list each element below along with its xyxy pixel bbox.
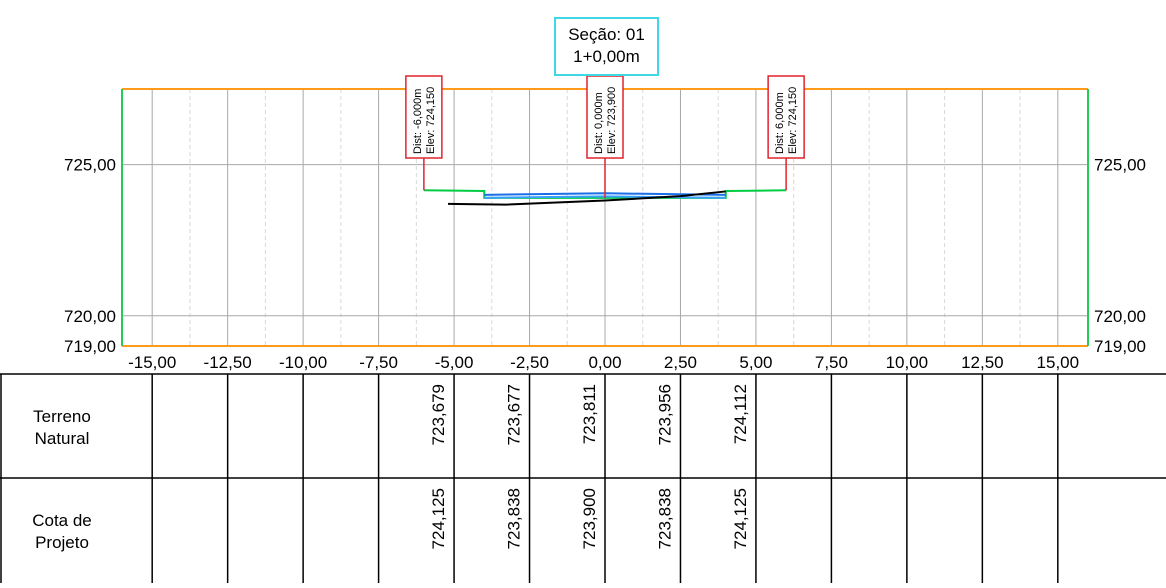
marker-box (767, 75, 805, 159)
table-value: 723,838 (505, 488, 524, 549)
y-tick-label-right: 725,00 (1094, 156, 1146, 175)
section-label: Seção: 01 (568, 25, 645, 44)
table-value: 724,112 (731, 384, 750, 444)
table-value: 724,125 (429, 488, 448, 549)
table-value: 723,900 (580, 488, 599, 549)
table-row-label: Natural (35, 429, 90, 448)
marker-dist-label: Dist: -6,000m (412, 89, 424, 154)
marker-elev-label: Elev: 724,150 (425, 87, 437, 154)
y-tick-label-right: 719,00 (1094, 337, 1146, 356)
x-tick-label: -2,50 (510, 353, 549, 372)
y-tick-label-right: 720,00 (1094, 307, 1146, 326)
x-tick-label: 15,00 (1037, 353, 1080, 372)
section-station: 1+0,00m (573, 47, 640, 66)
marker-dist-label: Dist: 6,000m (774, 92, 786, 154)
table-value: 723,811 (580, 384, 599, 444)
marker-elev-label: Elev: 723,900 (606, 87, 618, 154)
x-tick-label: 0,00 (588, 353, 621, 372)
section-title-box: Seção: 01 1+0,00m (554, 17, 659, 76)
x-tick-label: -7,50 (359, 353, 398, 372)
x-tick-label: 12,50 (961, 353, 1004, 372)
profile-line-3 (448, 190, 726, 206)
table-value: 723,679 (429, 384, 448, 445)
y-tick-label-left: 719,00 (64, 337, 116, 356)
marker-box (586, 75, 624, 159)
x-tick-label: -5,00 (435, 353, 474, 372)
marker-dist-label: Dist: 0,000m (593, 92, 605, 154)
table-value: 723,956 (655, 384, 674, 445)
x-tick-label: -10,00 (279, 353, 327, 372)
x-tick-label: 2,50 (664, 353, 697, 372)
table-value: 723,838 (655, 488, 674, 549)
x-tick-label: 5,00 (739, 353, 772, 372)
x-tick-label: 7,50 (815, 353, 848, 372)
marker-box (405, 75, 443, 159)
table-row-label: Terreno (33, 407, 91, 426)
y-tick-label-left: 720,00 (64, 307, 116, 326)
y-tick-label-left: 725,00 (64, 156, 116, 175)
table-row-label: Cota de (32, 511, 92, 530)
table-value: 723,677 (505, 384, 524, 445)
table-row-label: Projeto (35, 533, 89, 552)
marker-elev-label: Elev: 724,150 (787, 87, 799, 154)
table-value: 724,125 (731, 488, 750, 549)
x-tick-label: -15,00 (128, 353, 176, 372)
x-tick-label: -12,50 (204, 353, 252, 372)
x-tick-label: 10,00 (886, 353, 929, 372)
